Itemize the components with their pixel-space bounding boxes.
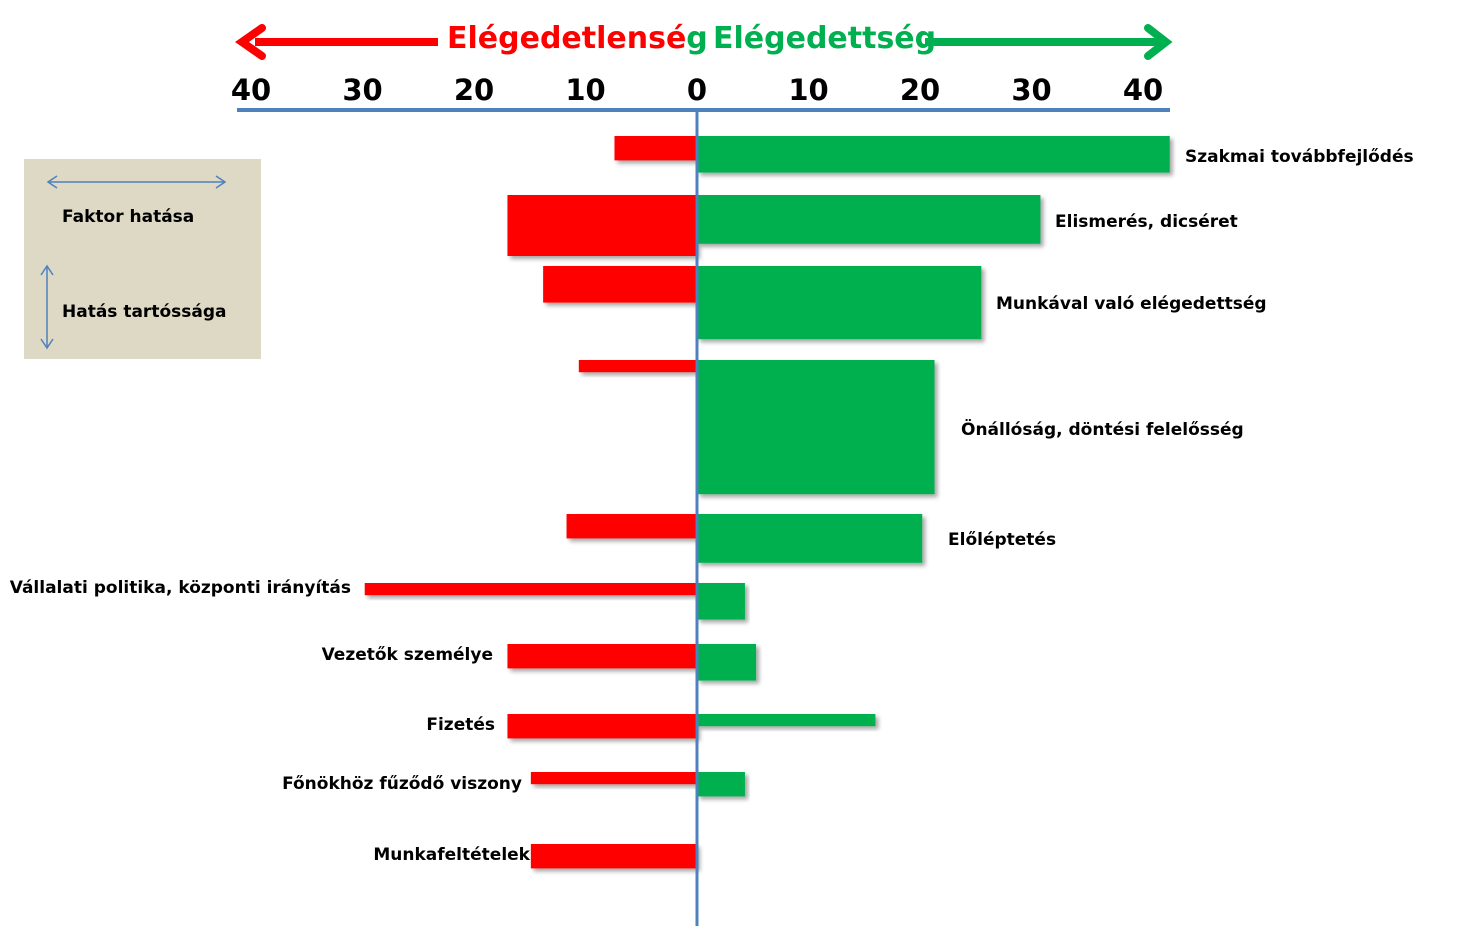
dissatisfaction-heading: Elégedetlensé — [447, 21, 686, 56]
dissatisfaction-arrow-head — [235, 24, 266, 60]
category-label-factor-2: Elismerés, dicséret — [1055, 212, 1238, 232]
category-label-factor-3: Munkával való elégedettség — [996, 294, 1267, 314]
category-label-factor-7: Vezetők személye — [322, 645, 493, 665]
legend-duration-label: Hatás tartóssága — [62, 302, 226, 322]
category-labels: Szakmai továbbfejlődés Elismerés, dicsére… — [10, 147, 1414, 865]
dissatisfaction-bar-factor-8 — [507, 714, 697, 739]
dissatisfaction-bar-factor-6 — [364, 583, 697, 596]
category-label-factor-1: Szakmai továbbfejlődés — [1185, 147, 1414, 167]
category-label-factor-6: Vállalati politika, központi irányítás — [10, 578, 351, 598]
tick-label: 10 — [788, 73, 828, 107]
tick-label: 40 — [1123, 73, 1163, 107]
tick-label: 20 — [900, 73, 940, 107]
satisfaction-bar-factor-3 — [697, 266, 982, 340]
satisfaction-bar-factor-8 — [697, 714, 876, 727]
double-arrow-horizontal-icon — [46, 175, 227, 189]
dissatisfaction-bar-factor-7 — [507, 644, 697, 669]
dissatisfaction-bar-factor-2 — [507, 195, 697, 256]
dissatisfaction-bar-factor-5 — [566, 514, 697, 539]
satisfaction-bar-factor-9 — [697, 772, 745, 797]
tick-label: 30 — [342, 73, 382, 107]
satisfaction-heading: Elégedettség — [713, 21, 936, 56]
satisfaction-bar-factor-1 — [697, 136, 1170, 173]
satisfaction-bar-factor-4 — [697, 360, 935, 495]
tick-label: 40 — [231, 73, 271, 107]
satisfaction-arrow-head — [1144, 24, 1173, 60]
dissatisfaction-heading-tail: g — [686, 21, 707, 56]
bars — [364, 136, 1170, 869]
tick-label: 10 — [565, 73, 605, 107]
legend-impact-label: Faktor hatása — [62, 207, 194, 227]
category-label-factor-9: Főnökhöz fűződő viszony — [282, 774, 522, 794]
legend-box — [24, 159, 261, 359]
tick-label: 30 — [1011, 73, 1051, 107]
dissatisfaction-bar-factor-10 — [530, 844, 697, 869]
category-label-factor-8: Fizetés — [426, 715, 495, 735]
header: Elégedetlenség Elégedettség — [235, 21, 1173, 60]
satisfaction-bar-factor-5 — [697, 514, 923, 563]
satisfaction-bar-factor-7 — [697, 644, 757, 681]
dissatisfaction-bar-factor-1 — [614, 136, 697, 161]
tick-label: 0 — [687, 73, 707, 107]
satisfaction-bar-factor-6 — [697, 583, 745, 620]
tick-label: 20 — [454, 73, 494, 107]
dissatisfaction-bar-factor-3 — [543, 266, 697, 303]
category-label-factor-10: Munkafeltételek — [373, 845, 530, 865]
category-label-factor-4: Önállóság, döntési felelősség — [961, 418, 1244, 440]
svg-text:Elégedetlenség: Elégedetlenség — [447, 21, 708, 56]
double-arrow-vertical-icon — [40, 264, 54, 350]
x-axis — [237, 108, 1170, 926]
legend: Faktor hatása Hatás tartóssága — [24, 159, 261, 359]
tick-labels: 40 30 20 10 0 10 20 30 40 — [231, 73, 1163, 107]
satisfaction-bar-factor-2 — [697, 195, 1041, 244]
dissatisfaction-bar-factor-4 — [578, 360, 697, 373]
category-label-factor-5: Előléptetés — [948, 530, 1056, 550]
dissatisfaction-bar-factor-9 — [530, 772, 697, 785]
